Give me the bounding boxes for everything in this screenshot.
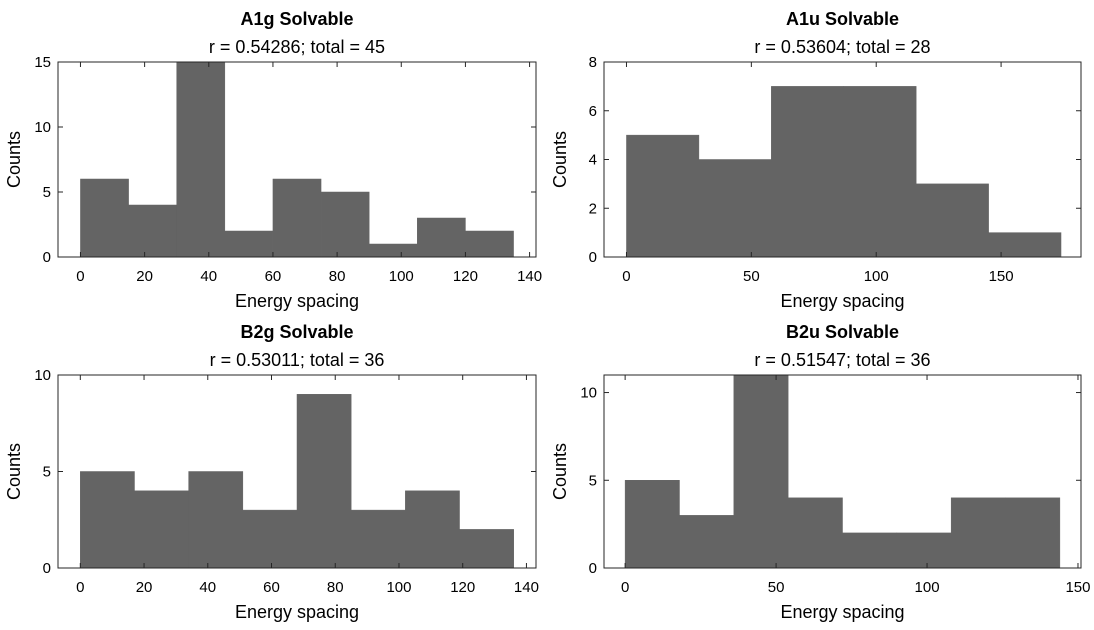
histogram-bar	[1005, 497, 1061, 569]
x-tick-label: 100	[386, 579, 411, 596]
x-tick-label: 140	[514, 579, 539, 596]
x-tick-label: 40	[200, 268, 217, 285]
x-tick-label: 50	[768, 579, 785, 596]
histogram-bar	[988, 232, 1062, 258]
y-tick-label: 10	[34, 367, 51, 384]
x-tick-label: 150	[989, 268, 1014, 285]
histogram-bar	[950, 497, 1006, 569]
y-axis-label: Counts	[4, 131, 24, 188]
x-tick-label: 80	[329, 268, 346, 285]
histogram-bar	[842, 532, 898, 569]
axes-box	[57, 61, 537, 258]
x-tick-label: 80	[327, 579, 344, 596]
histogram-bar	[843, 86, 917, 258]
histogram-bar	[188, 471, 244, 569]
histogram-bar	[350, 509, 406, 569]
histogram-bar	[80, 178, 129, 258]
histogram-bar	[459, 529, 514, 569]
y-tick-label: 10	[34, 119, 51, 136]
histogram-bar	[624, 480, 680, 569]
y-tick-label: 10	[580, 385, 597, 402]
x-tick-label: 100	[389, 268, 414, 285]
chart-title: B2u Solvable	[786, 322, 899, 342]
y-tick-label: 5	[43, 464, 51, 481]
chart-title: B2g Solvable	[240, 322, 353, 342]
axes-box	[603, 374, 1082, 569]
y-tick-label: 15	[34, 54, 51, 71]
x-tick-label: 140	[517, 268, 542, 285]
subplot-a1u: 0 50 100 150 0 2 4 6 8 A1u Solvable r = 0.53604; t…	[550, 9, 1082, 311]
histogram-bar	[176, 61, 226, 258]
x-axis-label: Energy spacing	[780, 602, 904, 622]
x-tick-label: 60	[265, 268, 282, 285]
x-tick-label: 60	[263, 579, 280, 596]
y-tick-label: 2	[589, 200, 597, 217]
chart-title: A1g Solvable	[240, 9, 353, 29]
y-axis-label: Counts	[550, 131, 570, 188]
x-tick-label: 120	[453, 268, 478, 285]
x-axis-label: Energy spacing	[780, 291, 904, 311]
y-tick-label: 6	[589, 103, 597, 120]
histogram-bar	[771, 86, 844, 258]
x-axis-label: Energy spacing	[235, 291, 359, 311]
histogram-bar	[787, 497, 843, 569]
subplot-b2g: 0 20 40 60 80 100 120 140 0 5 10 B2g Solvable r = 0.…	[4, 322, 539, 622]
histogram-bar	[368, 243, 418, 258]
chart-subtitle: r = 0.51547; total = 36	[754, 350, 930, 370]
histogram-bar	[80, 471, 135, 569]
x-tick-label: 20	[136, 268, 153, 285]
histogram-bar	[296, 394, 352, 569]
y-tick-label: 0	[43, 249, 51, 266]
y-tick-label: 4	[589, 152, 597, 169]
histogram-bar	[896, 532, 952, 569]
x-tick-label: 120	[450, 579, 475, 596]
histogram-bar	[272, 178, 322, 258]
y-axis-label: Counts	[4, 443, 24, 500]
histogram-bar	[626, 134, 700, 258]
x-tick-label: 20	[136, 579, 153, 596]
histogram-bar	[224, 230, 274, 258]
x-tick-label: 150	[1065, 579, 1090, 596]
x-tick-label: 50	[743, 268, 760, 285]
x-tick-label: 0	[621, 579, 629, 596]
histogram-bar	[915, 183, 989, 258]
y-tick-label: 5	[43, 184, 51, 201]
x-tick-label: 0	[622, 268, 630, 285]
chart-subtitle: r = 0.53011; total = 36	[210, 350, 385, 370]
y-axis-label: Counts	[550, 443, 570, 500]
chart-subtitle: r = 0.54286; total = 45	[209, 37, 385, 57]
x-tick-label: 0	[76, 268, 84, 285]
histogram-bar	[698, 159, 772, 258]
subplot-a1g: 0 20 40 60 80 100 120 140 0 5 10 15 A1g Solvable r = …	[4, 9, 542, 311]
y-tick-label: 5	[589, 472, 597, 489]
x-tick-label: 0	[76, 579, 84, 596]
histogram-bar	[405, 490, 460, 569]
x-tick-label: 100	[864, 268, 889, 285]
histogram-bar	[134, 490, 189, 569]
x-tick-label: 100	[915, 579, 940, 596]
y-tick-label: 0	[589, 560, 597, 577]
y-tick-label: 0	[43, 560, 51, 577]
chart-subtitle: r = 0.53604; total = 28	[754, 37, 930, 57]
histogram-bar	[679, 515, 735, 569]
histogram-bar	[128, 204, 177, 258]
x-axis-label: Energy spacing	[235, 602, 359, 622]
x-tick-label: 40	[199, 579, 216, 596]
histogram-bar	[417, 217, 466, 258]
histogram-bar	[320, 191, 370, 258]
chart-title: A1u Solvable	[786, 9, 899, 29]
histogram-bar	[242, 509, 298, 569]
y-tick-label: 8	[589, 54, 597, 71]
subplot-b2u: 0 50 100 150 0 5 10 B2u Solvable r = 0.51547; to…	[550, 322, 1090, 622]
histogram-bar	[465, 230, 514, 258]
histogram-bar	[733, 374, 789, 569]
y-tick-label: 0	[589, 249, 597, 266]
